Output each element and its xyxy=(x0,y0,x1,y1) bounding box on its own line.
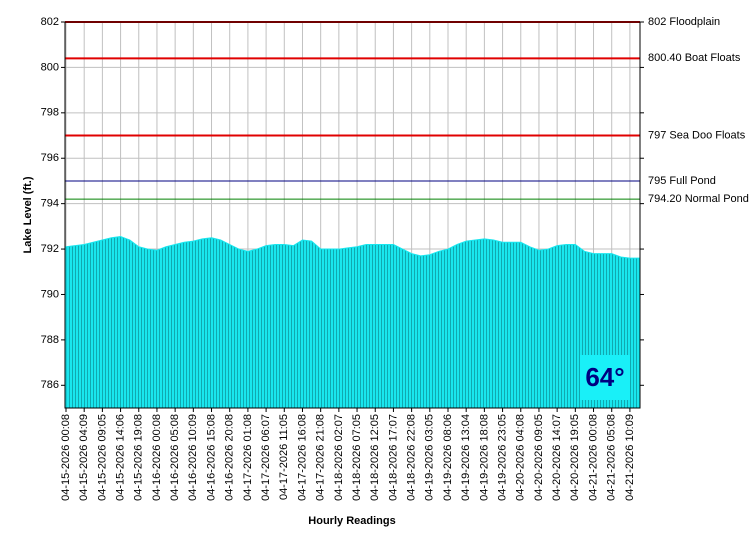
y-tick-label: 792 xyxy=(41,243,59,255)
temperature-badge xyxy=(580,355,630,400)
y-tick-label: 788 xyxy=(41,334,59,346)
temperature: 64° xyxy=(585,362,624,392)
x-tick-label: 04-19-2026 18:08 xyxy=(478,414,490,501)
x-axis-title: Hourly Readings xyxy=(308,515,395,527)
x-tick-label: 04-20-2026 14:07 xyxy=(551,414,563,501)
plot-frame xyxy=(64,21,641,409)
x-tick-label: 04-17-2026 06:07 xyxy=(260,414,272,501)
reference-label: 794.20 Normal Pond xyxy=(648,193,749,205)
x-tick-label: 04-15-2026 19:08 xyxy=(133,414,145,501)
y-tick-label: 798 xyxy=(41,107,59,119)
x-tick-label: 04-17-2026 01:08 xyxy=(242,414,254,501)
x-tick-label: 04-16-2026 10:09 xyxy=(187,414,199,501)
x-tick-label: 04-19-2026 08:06 xyxy=(442,414,454,501)
y-tick-label: 786 xyxy=(41,379,59,391)
x-tick-label: 04-21-2026 00:08 xyxy=(587,414,599,501)
area xyxy=(65,236,640,409)
x-tick-label: 04-18-2026 07:05 xyxy=(351,414,363,501)
x-tick-label: 04-20-2026 19:05 xyxy=(569,414,581,501)
reference-label: 802 Floodplain xyxy=(648,16,720,28)
y-tick-label: 802 xyxy=(41,16,59,28)
x-tick-label: 04-19-2026 23:05 xyxy=(496,414,508,501)
x-tick-label: 04-18-2026 17:07 xyxy=(387,414,399,501)
y-tick-label: 790 xyxy=(41,288,59,300)
reference-label: 800.40 Boat Floats xyxy=(648,52,741,64)
x-tick-label: 04-17-2026 21:08 xyxy=(315,414,327,501)
x-tick-label: 04-21-2026 10:09 xyxy=(624,414,636,501)
x-tick-label: 04-16-2026 00:08 xyxy=(151,414,163,501)
x-tick-label: 04-19-2026 13:04 xyxy=(460,414,472,501)
reference-label: 797 Sea Doo Floats xyxy=(648,129,746,141)
x-tick-label: 04-17-2026 16:08 xyxy=(296,414,308,501)
x-tick-label: 04-18-2026 22:08 xyxy=(406,414,418,501)
x-tick-label: 04-15-2026 14:06 xyxy=(114,414,126,501)
x-tick-label: 04-20-2026 09:05 xyxy=(533,414,545,501)
x-tick-label: 04-17-2026 11:05 xyxy=(278,414,290,500)
x-tick-label: 04-16-2026 20:08 xyxy=(224,414,236,501)
reference-label: 795 Full Pond xyxy=(648,175,716,187)
x-tick-label: 04-21-2026 05:08 xyxy=(606,414,618,501)
x-tick-label: 04-18-2026 02:07 xyxy=(333,414,345,501)
x-tick-label: 04-20-2026 04:08 xyxy=(515,414,527,501)
x-tick-label: 04-19-2026 03:05 xyxy=(424,414,436,501)
x-tick-label: 04-18-2026 12:05 xyxy=(369,414,381,501)
x-tick-label: 04-15-2026 04:09 xyxy=(78,414,90,501)
x-tick-label: 04-15-2026 09:05 xyxy=(96,414,108,501)
y-tick-label: 794 xyxy=(41,198,59,210)
y-tick-label: 800 xyxy=(41,61,59,73)
x-tick-label: 04-15-2026 00:08 xyxy=(60,414,72,501)
y-axis-title: Lake Level (ft.) xyxy=(22,176,34,253)
x-tick-label: 04-16-2026 05:08 xyxy=(169,414,181,501)
x-tick-label: 04-16-2026 15:08 xyxy=(205,414,217,501)
y-tick-label: 796 xyxy=(41,152,59,164)
